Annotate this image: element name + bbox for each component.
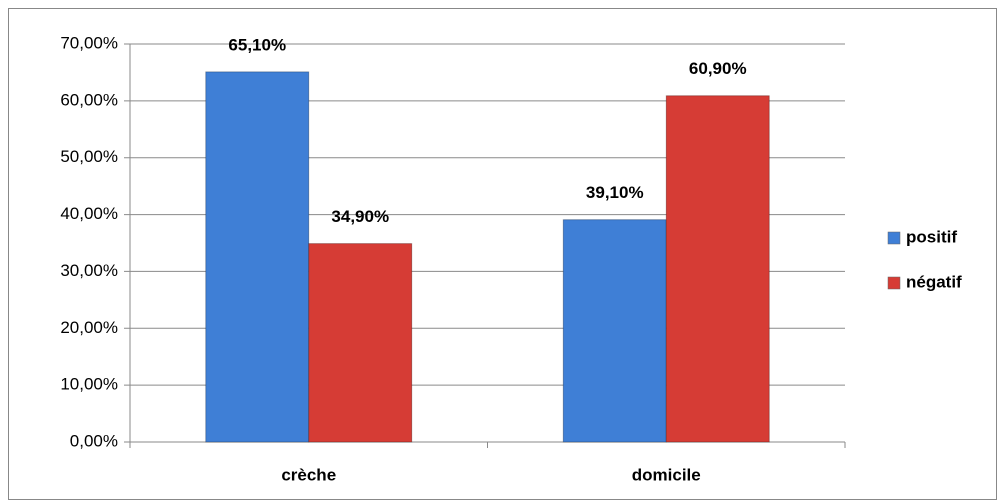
y-tick-label: 10,00% — [60, 375, 118, 394]
y-tick-label: 20,00% — [60, 318, 118, 337]
y-tick-label: 70,00% — [60, 33, 118, 52]
value-label: 39,10% — [586, 183, 644, 202]
x-tick-label: domicile — [632, 465, 701, 484]
y-tick-label: 60,00% — [60, 90, 118, 109]
bar-shade — [308, 243, 413, 443]
value-label: 60,90% — [689, 59, 747, 78]
y-tick-label: 50,00% — [60, 147, 118, 166]
legend-label: négatif — [906, 272, 962, 291]
x-tick-label: crèche — [281, 465, 336, 484]
bar-shade — [665, 95, 770, 443]
bar-shade — [205, 71, 310, 443]
bar-shade — [562, 219, 667, 443]
chart-border — [8, 8, 997, 500]
value-label: 34,90% — [331, 207, 389, 226]
y-tick-label: 30,00% — [60, 261, 118, 280]
legend-swatch — [887, 231, 901, 245]
y-tick-label: 40,00% — [60, 204, 118, 223]
y-tick-label: 0,00% — [70, 431, 118, 450]
legend-swatch — [887, 276, 901, 290]
value-label: 65,10% — [228, 35, 286, 54]
legend-label: positif — [906, 227, 957, 246]
